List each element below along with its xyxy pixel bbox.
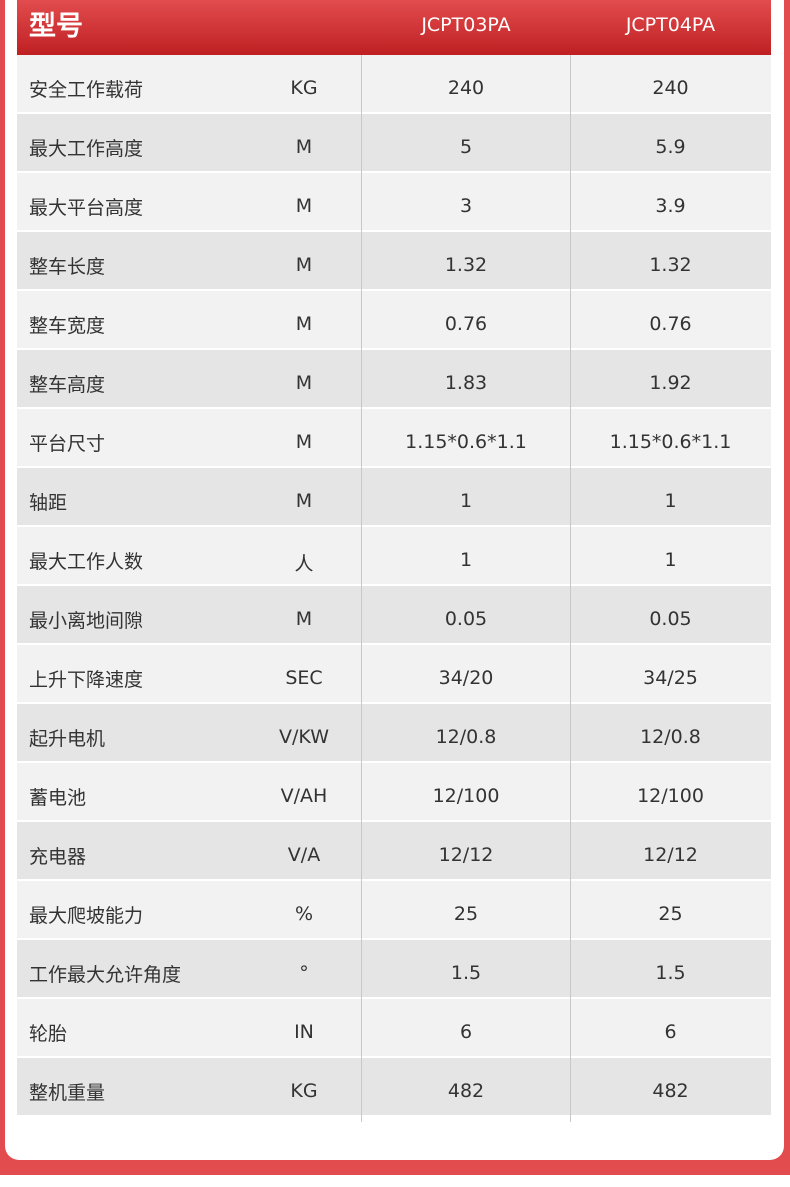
spec-label: 整机重量 bbox=[29, 1082, 106, 1104]
model-1-header: JCPT03PA bbox=[421, 14, 511, 36]
model-2-value: 1.92 bbox=[649, 372, 692, 394]
spec-label: 蓄电池 bbox=[29, 787, 87, 809]
model-1-value: 12/12 bbox=[438, 844, 494, 866]
spec-unit: M bbox=[295, 490, 313, 512]
table-row: 最大工作高度 M 5 5.9 bbox=[17, 114, 771, 173]
model-2-value: 240 bbox=[652, 77, 689, 99]
spec-unit: SEC bbox=[285, 667, 323, 689]
model-2-value: 6 bbox=[664, 1021, 677, 1043]
table-row: 最大平台高度 M 3 3.9 bbox=[17, 173, 771, 232]
model-2-value: 5.9 bbox=[655, 136, 686, 158]
spec-label: 上升下降速度 bbox=[29, 669, 144, 691]
spec-table: 安全工作载荷 KG 240 240 最大工作高度 M 5 5.9 最大平台高度 M 3 3.9 整车长度… bbox=[17, 55, 771, 1117]
spec-unit: ° bbox=[299, 962, 309, 984]
model-1-value: 6 bbox=[459, 1021, 473, 1043]
spec-unit: M bbox=[295, 254, 313, 276]
spec-unit: V/KW bbox=[279, 726, 329, 748]
table-row: 整机重量 KG 482 482 bbox=[17, 1058, 771, 1117]
spec-unit: V/AH bbox=[280, 785, 328, 807]
spec-unit: V/A bbox=[287, 844, 321, 866]
model-1-value: 1 bbox=[459, 490, 473, 512]
model-2-value: 12/12 bbox=[643, 844, 698, 866]
spec-label: 工作最大允许角度 bbox=[29, 964, 182, 986]
spec-label: 平台尺寸 bbox=[29, 433, 106, 455]
model-1-value: 1 bbox=[459, 549, 473, 571]
model-1-value: 1.15*0.6*1.1 bbox=[405, 431, 527, 453]
table-row: 工作最大允许角度 ° 1.5 1.5 bbox=[17, 940, 771, 999]
model-2-value: 482 bbox=[652, 1080, 689, 1102]
spec-unit: M bbox=[295, 431, 313, 453]
model-2-value: 1.5 bbox=[655, 962, 686, 984]
model-2-value: 3.9 bbox=[655, 195, 686, 217]
table-row: 整车长度 M 1.32 1.32 bbox=[17, 232, 771, 291]
table-row: 最小离地间隙 M 0.05 0.05 bbox=[17, 586, 771, 645]
model-1-value: 0.76 bbox=[444, 313, 488, 335]
model-1-value: 3 bbox=[459, 195, 473, 217]
spec-unit: M bbox=[295, 195, 313, 217]
table-row: 平台尺寸 M 1.15*0.6*1.1 1.15*0.6*1.1 bbox=[17, 409, 771, 468]
model-1-value: 5 bbox=[459, 136, 473, 158]
table-row: 最大爬坡能力% 25 25 bbox=[17, 881, 771, 940]
spec-unit: KG bbox=[290, 1080, 318, 1102]
model-2-value: 0.76 bbox=[649, 313, 692, 335]
model-1-value: 482 bbox=[447, 1080, 485, 1102]
model-2-value: 12/0.8 bbox=[640, 726, 701, 748]
model-2-value: 0.05 bbox=[649, 608, 692, 630]
model-2-value: 1.15*0.6*1.1 bbox=[609, 431, 732, 453]
model-2-value: 1.32 bbox=[649, 254, 692, 276]
model-1-value: 240 bbox=[447, 77, 485, 99]
table-row: 最大工作人数 人 1 1 bbox=[17, 527, 771, 586]
spec-label: 轴距 bbox=[29, 492, 68, 514]
spec-label: 起升电机 bbox=[29, 728, 106, 750]
spec-label: 充电器 bbox=[29, 846, 87, 868]
table-row: 轴距 M 1 1 bbox=[17, 468, 771, 527]
spec-label: 最大工作人数 bbox=[29, 551, 144, 573]
spec-unit: IN bbox=[294, 1021, 314, 1043]
model-2-value: 34/25 bbox=[643, 667, 698, 689]
model-2-value: 12/100 bbox=[637, 785, 704, 807]
spec-label: 整车高度 bbox=[29, 374, 106, 396]
table-row: 轮胎 IN 6 6 bbox=[17, 999, 771, 1058]
table-row: 充电器 V/A 12/12 12/12 bbox=[17, 822, 771, 881]
spec-label: 轮胎 bbox=[29, 1023, 68, 1045]
model-1-value: 1.83 bbox=[444, 372, 488, 394]
spec-label: 最小离地间隙 bbox=[29, 610, 144, 632]
spec-label: 整车宽度 bbox=[29, 315, 106, 337]
spec-label: 整车长度 bbox=[29, 256, 106, 278]
column-divider bbox=[361, 55, 362, 1122]
spec-unit: KG bbox=[290, 77, 318, 99]
column-divider bbox=[570, 55, 571, 1122]
model-1-value: 12/0.8 bbox=[435, 726, 497, 748]
spec-unit: 人 bbox=[294, 553, 314, 575]
spec-label: 安全工作载荷 bbox=[29, 79, 144, 101]
model-1-value: 1.32 bbox=[444, 254, 488, 276]
model-1-value: 1.5 bbox=[450, 962, 482, 984]
table-row: 蓄电池 V/AH 12/100 12/100 bbox=[17, 763, 771, 822]
spec-unit: M bbox=[295, 608, 313, 630]
table-header: 型号 JCPT03PA JCPT04PA bbox=[17, 0, 771, 55]
header-title: 型号 bbox=[29, 11, 83, 42]
table-row: 整车高度 M 1.83 1.92 bbox=[17, 350, 771, 409]
spec-unit: % bbox=[294, 903, 314, 925]
model-1-value: 34/20 bbox=[438, 667, 494, 689]
model-1-value: 12/100 bbox=[432, 785, 500, 807]
spec-label: 最大工作高度 bbox=[29, 138, 144, 160]
table-row: 安全工作载荷 KG 240 240 bbox=[17, 55, 771, 114]
model-2-header: JCPT04PA bbox=[625, 14, 716, 36]
model-1-value: 0.05 bbox=[444, 608, 488, 630]
spec-unit: M bbox=[295, 136, 313, 158]
spec-unit: M bbox=[295, 372, 313, 394]
table-row: 起升电机 V/KW 12/0.8 12/0.8 bbox=[17, 704, 771, 763]
spec-label: 最大爬坡能力 bbox=[29, 905, 144, 927]
model-2-value: 25 bbox=[658, 903, 683, 925]
table-row: 整车宽度 M 0.76 0.76 bbox=[17, 291, 771, 350]
table-row: 上升下降速度 SEC 34/20 34/25 bbox=[17, 645, 771, 704]
model-1-value: 25 bbox=[453, 903, 479, 925]
spec-label: 最大平台高度 bbox=[29, 197, 144, 219]
model-2-value: 1 bbox=[664, 549, 677, 571]
model-2-value: 1 bbox=[664, 490, 677, 512]
spec-unit: M bbox=[295, 313, 313, 335]
